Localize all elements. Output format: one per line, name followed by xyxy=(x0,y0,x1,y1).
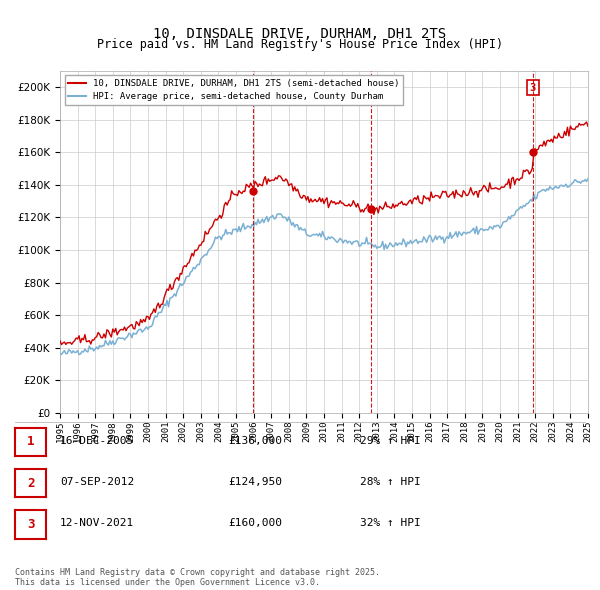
Text: Price paid vs. HM Land Registry's House Price Index (HPI): Price paid vs. HM Land Registry's House … xyxy=(97,38,503,51)
Text: 3: 3 xyxy=(530,83,536,93)
Text: Contains HM Land Registry data © Crown copyright and database right 2025.
This d: Contains HM Land Registry data © Crown c… xyxy=(15,568,380,587)
Legend: 10, DINSDALE DRIVE, DURHAM, DH1 2TS (semi-detached house), HPI: Average price, s: 10, DINSDALE DRIVE, DURHAM, DH1 2TS (sem… xyxy=(65,76,403,105)
Text: 2: 2 xyxy=(27,477,34,490)
Text: 07-SEP-2012: 07-SEP-2012 xyxy=(60,477,134,487)
Text: £124,950: £124,950 xyxy=(228,477,282,487)
Text: £136,000: £136,000 xyxy=(228,436,282,445)
Text: 10, DINSDALE DRIVE, DURHAM, DH1 2TS: 10, DINSDALE DRIVE, DURHAM, DH1 2TS xyxy=(154,27,446,41)
Text: 12-NOV-2021: 12-NOV-2021 xyxy=(60,519,134,528)
Text: 1: 1 xyxy=(27,435,34,448)
Text: 3: 3 xyxy=(27,518,34,531)
Text: 2: 2 xyxy=(368,83,374,93)
Text: 32% ↑ HPI: 32% ↑ HPI xyxy=(360,519,421,528)
Text: £160,000: £160,000 xyxy=(228,519,282,528)
Text: 29% ↑ HPI: 29% ↑ HPI xyxy=(360,436,421,445)
Text: 16-DEC-2005: 16-DEC-2005 xyxy=(60,436,134,445)
Text: 28% ↑ HPI: 28% ↑ HPI xyxy=(360,477,421,487)
Text: 1: 1 xyxy=(250,83,256,93)
